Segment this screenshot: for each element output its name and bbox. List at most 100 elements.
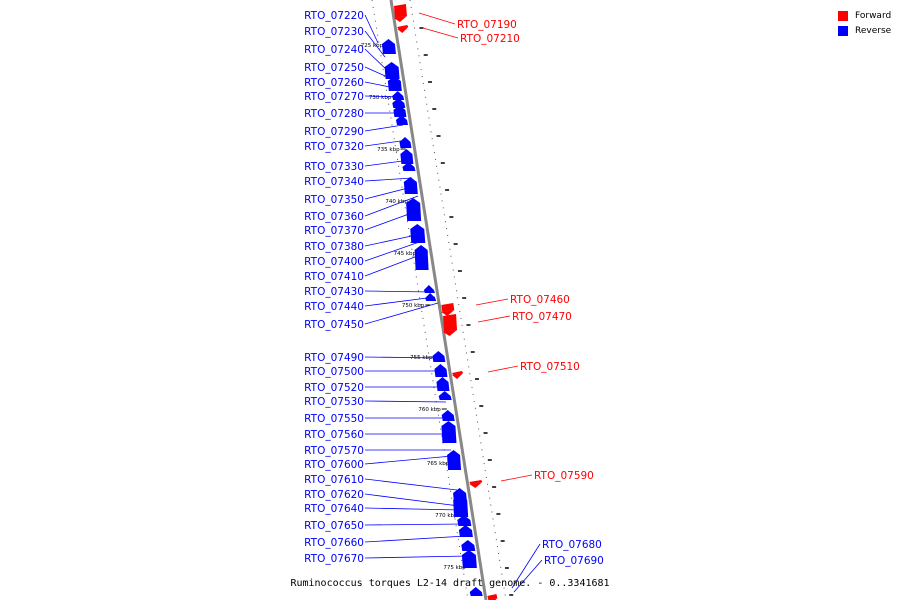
reverse-gene (393, 105, 407, 117)
tick-label: 725 kbp (361, 43, 384, 49)
gene-body (397, 25, 409, 29)
label-layer: RTO_07220 RTO_07230 RTO_07240 RTO_07250 RTO_… (304, 10, 604, 593)
forward-gene (443, 314, 458, 336)
gene-label-reverse: RTO_07670 (304, 553, 364, 565)
gene-arrow (387, 76, 401, 81)
leader-line (364, 195, 419, 217)
reverse-gene (434, 364, 448, 377)
forward-gene (393, 4, 407, 22)
legend-label-forward: Forward (855, 10, 892, 21)
reverse-gene (403, 177, 418, 194)
gene-arrow (457, 515, 471, 520)
tick-label: 770 kbp (435, 513, 458, 519)
leader-line (422, 27, 459, 39)
gene-label-reverse: RTO_07550 (304, 413, 364, 425)
leader-line (364, 523, 465, 526)
forward-gene (452, 371, 464, 379)
reverse-gene (458, 525, 473, 537)
leader-line (364, 81, 396, 89)
gene-body (458, 530, 473, 537)
gene-label-reverse: RTO_07410 (304, 271, 364, 283)
gene-label-reverse: RTO_07530 (304, 396, 364, 408)
leader-line (364, 555, 469, 559)
reverse-gene (436, 377, 450, 391)
gene-label-reverse: RTO_07350 (304, 194, 364, 206)
gene-label-reverse: RTO_07560 (304, 429, 364, 441)
gene-label-reverse: RTO_07600 (304, 459, 364, 471)
gene-label-reverse: RTO_07250 (304, 62, 364, 74)
gene-body (469, 480, 483, 484)
gene-label-reverse: RTO_07270 (304, 91, 364, 103)
reverse-gene (441, 421, 457, 443)
gene-body (457, 520, 472, 526)
tick-label: 775 kbp (443, 565, 466, 571)
forward-gene (469, 480, 483, 488)
leader-line (364, 296, 436, 307)
gene-body (434, 369, 448, 377)
reverse-swatch (838, 25, 848, 36)
gene-arrow (402, 162, 415, 167)
gene-arrow (392, 91, 404, 96)
gene-label-reverse: RTO_07430 (304, 286, 364, 298)
leader-line (500, 474, 533, 482)
gene-arrow (443, 330, 458, 336)
gene-label-reverse: RTO_07440 (304, 301, 364, 313)
gene-body (387, 81, 402, 91)
gene-label-reverse: RTO_07520 (304, 382, 364, 394)
reverse-gene (469, 587, 483, 596)
reverse-gene (441, 410, 455, 421)
gene-label-reverse: RTO_07320 (304, 141, 364, 153)
gene-label-reverse: RTO_07360 (304, 211, 364, 223)
tick-label: 760 kbp (418, 407, 441, 413)
leader-line (364, 124, 404, 132)
legend-label-reverse: Reverse (855, 25, 892, 36)
leader-line (513, 559, 543, 593)
leader-line (511, 543, 541, 589)
gene-arrow (393, 16, 407, 22)
reverse-gene (457, 515, 472, 526)
leader-line (364, 177, 413, 182)
gene-body (399, 142, 412, 148)
leader-line (475, 298, 509, 306)
forward-gene (441, 303, 455, 316)
gene-body (452, 371, 464, 375)
legend-item-reverse: Reverse (838, 23, 891, 38)
gene-arrow (441, 310, 455, 316)
gene-arrow (469, 587, 482, 592)
leader-line (364, 233, 422, 247)
reverse-gene (384, 62, 400, 79)
gene-body (443, 314, 458, 332)
gene-arrow (453, 495, 468, 500)
gene-body (441, 415, 455, 421)
gene-label-forward: RTO_07210 (460, 33, 520, 45)
reverse-gene (387, 76, 402, 91)
legend: Forward Reverse (838, 8, 891, 38)
reverse-gene (453, 495, 469, 517)
gene-label-forward: RTO_07460 (510, 294, 570, 306)
leader-line (364, 239, 426, 262)
leader-line (364, 159, 411, 167)
tick-label: 765 kbp (427, 461, 450, 467)
gene-label-reverse: RTO_07230 (304, 26, 364, 38)
tick-label: 740 kbp (385, 199, 408, 205)
reverse-gene (402, 162, 416, 171)
gene-arrow (396, 115, 407, 120)
reverse-gene (406, 198, 422, 221)
gene-body (441, 303, 455, 312)
leader-line (364, 14, 379, 44)
gene-arrow (469, 482, 483, 488)
gene-body (423, 290, 435, 293)
gene-label-reverse: RTO_07370 (304, 225, 364, 237)
gene-body (403, 182, 418, 194)
gene-body (447, 455, 462, 470)
forward-gene (397, 25, 409, 33)
leader-line (364, 493, 460, 507)
gene-body (436, 382, 450, 391)
leader-line (364, 478, 458, 491)
gene-label-reverse: RTO_07610 (304, 474, 364, 486)
gene-body (393, 4, 407, 18)
gene-body (393, 110, 407, 117)
leader-line (364, 535, 467, 543)
reverse-gene (461, 550, 477, 568)
leader-line (364, 66, 393, 80)
